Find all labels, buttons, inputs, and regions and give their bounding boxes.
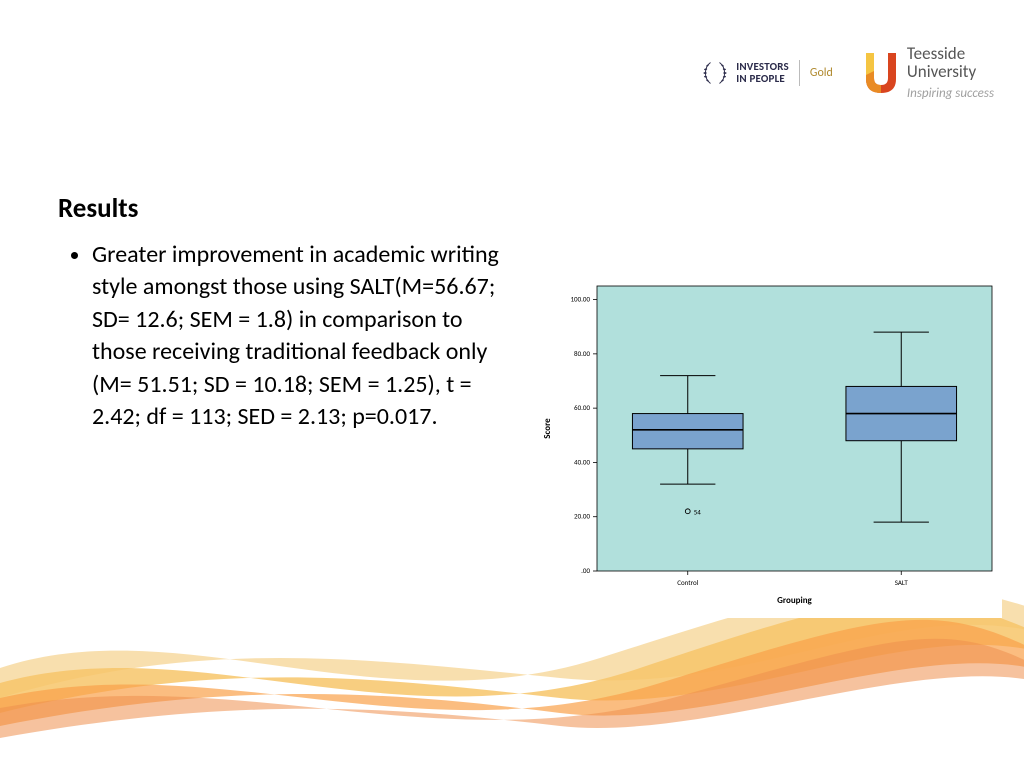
content-block: Results Greater improvement in academic … [58,192,513,433]
teesside-logo: Teesside University Inspiring success [863,45,994,100]
teesside-u-icon [863,51,899,95]
bullet-item: Greater improvement in academic writing … [92,239,513,433]
iip-gold-badge: Gold [810,66,833,80]
iip-line2: IN PEOPLE [736,73,789,85]
svg-text:Control: Control [677,578,698,587]
slide: INVESTORS IN PEOPLE Gold Teesside Univer… [0,0,1024,768]
iip-line1: INVESTORS [736,61,789,73]
boxplot-chart: .00 20.00 40.00 60.00 80.00 100.00 Score 54 Cont… [532,278,1002,618]
boxplot-svg: .00 20.00 40.00 60.00 80.00 100.00 Score 54 Cont… [532,278,1002,618]
svg-text:80.00: 80.00 [574,349,590,358]
teesside-text: Teesside University Inspiring success [907,45,994,100]
svg-text:100.00: 100.00 [570,295,590,304]
svg-text:.00: .00 [581,566,590,575]
header-logos: INVESTORS IN PEOPLE Gold Teesside Univer… [700,45,994,100]
svg-text:20.00: 20.00 [574,512,590,521]
bullet-list: Greater improvement in academic writing … [58,239,513,433]
svg-text:54: 54 [694,507,702,516]
investors-in-people-logo: INVESTORS IN PEOPLE Gold [700,58,833,88]
svg-text:40.00: 40.00 [574,457,590,466]
svg-text:60.00: 60.00 [574,403,590,412]
section-heading: Results [58,192,513,225]
svg-text:SALT: SALT [895,578,909,587]
svg-text:Grouping: Grouping [777,595,812,606]
laurel-icon [700,58,730,88]
teesside-tagline: Inspiring success [907,87,994,101]
teesside-name-2: University [907,63,994,81]
iip-divider [799,60,800,86]
iip-text: INVESTORS IN PEOPLE [736,61,789,84]
svg-text:Score: Score [542,418,553,439]
